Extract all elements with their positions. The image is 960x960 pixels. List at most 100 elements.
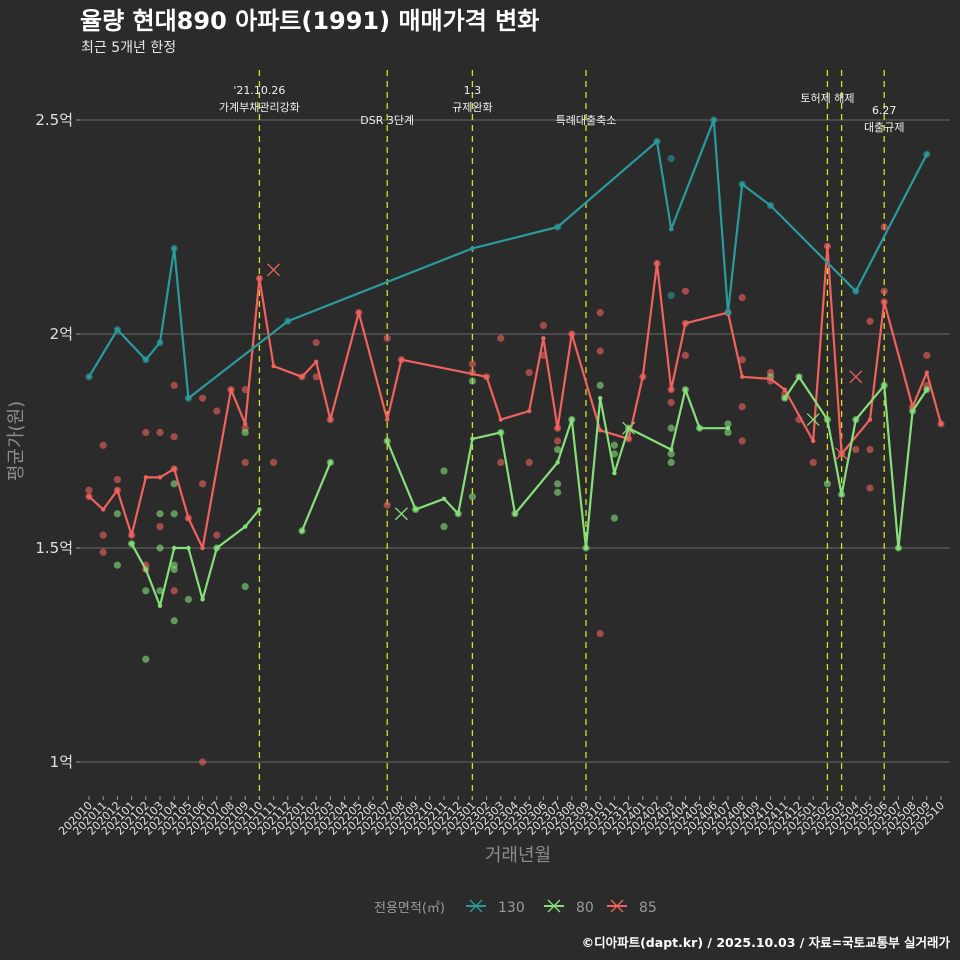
data-point-80: [170, 617, 178, 625]
data-point-80: [554, 488, 562, 496]
data-point-85: [554, 437, 562, 445]
data-point-85: [738, 356, 746, 364]
data-point-85: [667, 398, 675, 407]
line-vertex-80: [157, 603, 163, 608]
line-vertex-85: [811, 438, 816, 444]
line-vertex-85: [86, 494, 92, 499]
cancelled-marker-85: [835, 447, 849, 461]
data-point-80: [554, 445, 562, 454]
chart-subtitle: 최근 5개년 한정: [81, 40, 176, 56]
data-point-80: [468, 377, 476, 385]
data-point-85: [312, 373, 320, 381]
data-point-85: [468, 360, 476, 368]
data-point-85: [270, 458, 278, 466]
data-point-85: [99, 441, 107, 449]
line-vertex-130: [86, 374, 92, 379]
data-point-85: [99, 548, 107, 556]
y-tick-label: 1.5억: [35, 539, 73, 557]
data-point-85: [241, 458, 249, 466]
data-point-85: [156, 523, 164, 531]
data-point-80: [170, 480, 178, 488]
data-point-85: [156, 428, 164, 437]
data-point-85: [99, 531, 107, 539]
line-vertex-130: [669, 226, 674, 232]
line-vertex-130: [143, 357, 148, 362]
line-vertex-80: [825, 417, 830, 422]
line-vertex-85: [299, 374, 305, 379]
data-point-85: [199, 758, 207, 766]
line-vertex-85: [271, 363, 276, 369]
line-vertex-85: [825, 244, 830, 249]
legend-label-130: 130: [498, 900, 525, 916]
cancelled-marker-80: [394, 507, 408, 521]
data-point-85: [866, 445, 874, 454]
data-point-85: [312, 338, 320, 347]
event-label: 가계부채관리강화: [219, 101, 300, 114]
line-vertex-130: [740, 182, 745, 187]
line-vertex-80: [385, 438, 390, 444]
line-vertex-130: [470, 246, 475, 251]
data-point-80: [113, 510, 121, 518]
line-vertex-85: [385, 417, 390, 422]
line-vertex-130: [172, 246, 177, 251]
line-vertex-85: [938, 421, 944, 427]
line-vertex-80: [924, 387, 929, 392]
data-point-85: [113, 475, 121, 484]
line-vertex-85: [257, 276, 262, 281]
line-vertex-80: [796, 374, 802, 379]
line-vertex-80: [441, 496, 447, 501]
event-label: 규제완화: [452, 101, 492, 114]
event-label: 특례대출축소: [556, 114, 617, 127]
data-point-85: [213, 531, 221, 539]
line-vertex-80: [555, 460, 560, 465]
data-point-80: [440, 523, 448, 531]
data-point-80: [667, 458, 675, 466]
line-vertex-80: [200, 597, 205, 602]
data-point-80: [610, 514, 619, 522]
data-point-130: [667, 291, 675, 300]
data-point-85: [866, 317, 874, 325]
line-vertex-130: [555, 224, 560, 230]
series-line-80: [300, 461, 332, 532]
data-point-85: [738, 403, 746, 411]
data-point-85: [213, 407, 221, 415]
data-point-80: [667, 424, 675, 432]
data-point-80: [170, 510, 178, 518]
data-point-85: [497, 334, 505, 342]
data-point-85: [199, 394, 207, 402]
legend-key-130: [469, 899, 483, 913]
data-point-80: [170, 561, 178, 569]
line-vertex-130: [157, 340, 163, 345]
data-point-85: [880, 223, 888, 231]
legend-label-85: 85: [639, 900, 657, 916]
data-point-85: [85, 486, 93, 494]
legend-title: 전용면적(㎡): [374, 901, 445, 916]
y-tick-label: 2억: [50, 325, 73, 343]
data-point-85: [880, 287, 888, 295]
line-vertex-85: [541, 336, 546, 341]
line-vertex-130: [186, 396, 191, 401]
data-point-85: [170, 587, 178, 595]
gridlines: [80, 119, 950, 763]
line-vertex-85: [115, 488, 120, 493]
data-point-80: [468, 493, 476, 501]
line-vertex-85: [328, 417, 333, 422]
data-point-80: [440, 467, 448, 475]
line-vertex-85: [768, 376, 773, 382]
line-vertex-80: [896, 545, 901, 551]
line-vertex-80: [853, 417, 858, 422]
data-point-80: [596, 381, 604, 389]
data-point-85: [596, 630, 604, 638]
line-vertex-130: [654, 139, 660, 144]
line-vertex-85: [527, 408, 532, 414]
data-point-80: [142, 655, 150, 663]
data-point-85: [170, 381, 178, 389]
line-vertex-130: [115, 327, 120, 332]
data-point-80: [610, 441, 619, 449]
line-vertex-80: [214, 545, 219, 551]
series-lines: [86, 117, 944, 608]
data-point-80: [113, 561, 121, 569]
y-tick-label: 2.5억: [35, 111, 73, 129]
